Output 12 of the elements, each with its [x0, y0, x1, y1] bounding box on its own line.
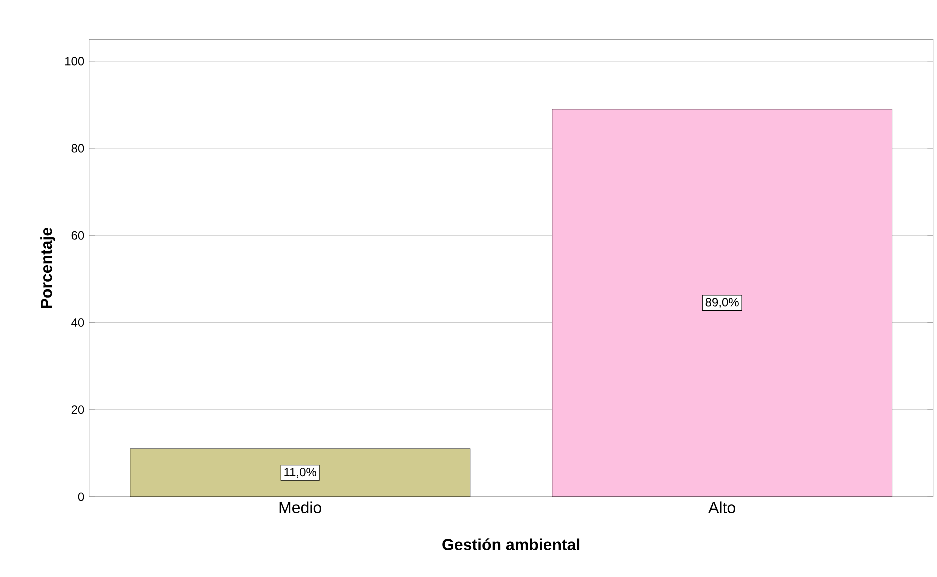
x-tick-label: Medio: [280, 502, 322, 514]
x-tick-label: Alto: [708, 502, 736, 514]
y-tick-label: 60: [72, 231, 84, 240]
y-tick-label: 20: [72, 406, 84, 414]
y-tick-label: 40: [72, 318, 84, 328]
y-tick-label: 0: [78, 492, 84, 502]
y-tick-label: 80: [72, 144, 84, 153]
data-label: 89,0%: [706, 298, 739, 308]
y-axis-title: Porcentaje: [40, 228, 56, 308]
x-axis-title: Gestión ambiental: [442, 538, 580, 550]
y-tick-label: 100: [66, 57, 84, 66]
data-label: 11,0%: [284, 468, 316, 478]
